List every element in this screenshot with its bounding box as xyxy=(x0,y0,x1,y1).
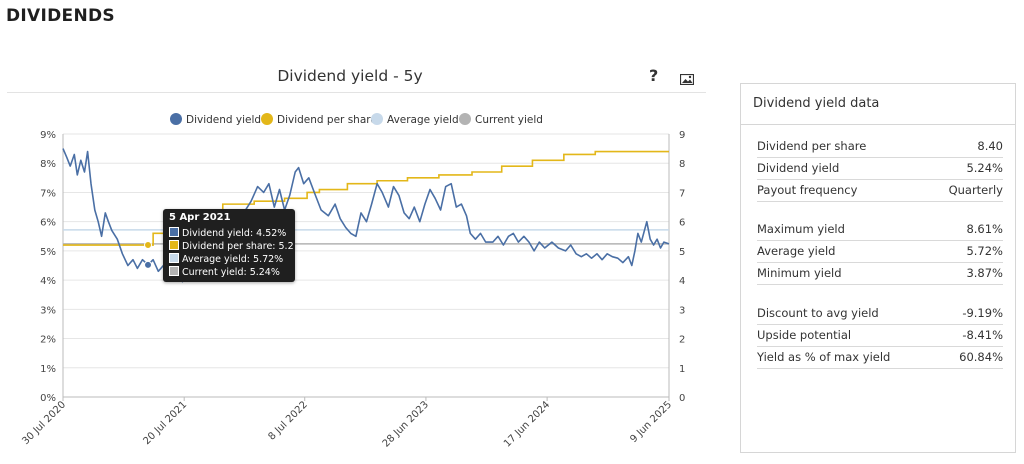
x-tick-label: 9 Jun 2025 xyxy=(628,399,674,445)
row-label: Payout frequency xyxy=(757,183,858,197)
row-label: Yield as % of max yield xyxy=(757,350,891,364)
legend-marker xyxy=(459,113,471,125)
panel-row-average-yield: Average yield 5.72% xyxy=(757,241,1003,263)
dividend-yield-chart: 0% 0 1% 1 2% 2 3% 3 4% 4 5% 5 6% 6 7% 7 8% 8 9% 9 30 Jul 202… xyxy=(20,113,685,450)
row-value: 5.24% xyxy=(966,161,1003,175)
row-value: 3.87% xyxy=(966,266,1003,280)
tooltip-swatch-average xyxy=(169,253,179,263)
legend-marker xyxy=(371,113,383,125)
y-tick-label-left: 9% xyxy=(40,130,56,141)
section-title: DIVIDENDS xyxy=(6,6,115,26)
help-icon[interactable]: ? xyxy=(649,66,659,85)
tooltip-row-yield: Dividend yield: 4.52% xyxy=(169,227,286,239)
y-tick-label-left: 1% xyxy=(40,364,56,375)
tooltip-row-dps: Dividend per share: 5.2 xyxy=(169,240,294,252)
panel-row-yield-pct-of-max: Yield as % of max yield 60.84% xyxy=(757,347,1003,369)
y-tick-label-right: 2 xyxy=(679,335,685,346)
row-value: Quarterly xyxy=(948,183,1003,197)
legend-label: Dividend yield xyxy=(186,114,261,126)
tooltip-swatch-yield xyxy=(169,227,179,237)
y-tick-label-right: 9 xyxy=(679,130,685,141)
row-value: 8.61% xyxy=(966,222,1003,236)
tooltip-text-current: Current yield: 5.24% xyxy=(182,267,280,278)
panel-row-maximum-yield: Maximum yield 8.61% xyxy=(757,219,1003,241)
hover-marker-yield xyxy=(144,260,153,269)
row-label: Dividend per share xyxy=(757,139,867,153)
y-tick-label-right: 7 xyxy=(679,188,685,199)
dividend-per-share-line xyxy=(63,150,669,246)
tooltip-text-dps: Dividend per share: 5.2 xyxy=(182,241,294,252)
tooltip-swatch-current xyxy=(169,266,179,276)
image-icon[interactable] xyxy=(679,70,695,89)
panel-row-dividend-yield: Dividend yield 5.24% xyxy=(757,158,1003,180)
tooltip-text-average: Average yield: 5.72% xyxy=(182,254,284,265)
row-label: Discount to avg yield xyxy=(757,306,879,320)
tooltip-date: 5 Apr 2021 xyxy=(169,212,231,223)
row-value: 5.72% xyxy=(966,244,1003,258)
row-label: Average yield xyxy=(757,244,836,258)
panel-row-payout-frequency: Payout frequency Quarterly xyxy=(757,180,1003,202)
legend-marker xyxy=(261,113,273,125)
row-value: -9.19% xyxy=(962,306,1003,320)
x-tick-label: 8 Jul 2022 xyxy=(267,399,310,442)
legend-label: Average yield xyxy=(387,114,459,126)
panel-row-discount-to-avg: Discount to avg yield -9.19% xyxy=(757,303,1003,325)
y-tick-label-left: 7% xyxy=(40,188,56,199)
legend-label: Dividend per share xyxy=(277,114,377,126)
tooltip-row-average: Average yield: 5.72% xyxy=(169,253,283,265)
panel-row-dividend-per-share: Dividend per share 8.40 xyxy=(757,136,1003,158)
chart-title: Dividend yield - 5y xyxy=(277,67,423,85)
hover-marker-dps xyxy=(144,241,153,250)
y-tick-label-left: 4% xyxy=(40,276,56,287)
panel-row-upside-potential: Upside potential -8.41% xyxy=(757,325,1003,347)
y-tick-label-right: 4 xyxy=(679,276,685,287)
panel-row-minimum-yield: Minimum yield 3.87% xyxy=(757,263,1003,285)
y-tick-label-left: 8% xyxy=(40,159,56,170)
panel-title: Dividend yield data xyxy=(753,96,880,111)
panel-divider xyxy=(741,124,1015,125)
y-tick-label-right: 0 xyxy=(679,393,685,404)
chart-divider xyxy=(7,92,706,93)
y-tick-label-right: 3 xyxy=(679,305,685,316)
y-tick-label-right: 1 xyxy=(679,364,685,375)
y-tick-label-right: 8 xyxy=(679,159,685,170)
legend-marker xyxy=(170,113,182,125)
row-value: 60.84% xyxy=(959,350,1003,364)
tooltip-swatch-dps xyxy=(169,240,179,250)
tooltip-text-yield: Dividend yield: 4.52% xyxy=(182,228,287,239)
row-label: Minimum yield xyxy=(757,266,842,280)
legend-label: Current yield xyxy=(475,114,543,126)
row-label: Upside potential xyxy=(757,328,852,342)
x-tick-label: 17 Jun 2024 xyxy=(502,399,552,449)
y-tick-label-left: 6% xyxy=(40,218,56,229)
row-label: Dividend yield xyxy=(757,161,840,175)
yield-data-panel: Dividend yield data Dividend per share 8.… xyxy=(740,83,1016,453)
y-tick-label-right: 6 xyxy=(679,218,685,229)
y-tick-label-left: 5% xyxy=(40,247,56,258)
y-tick-label-left: 3% xyxy=(40,305,56,316)
dividend-yield-line xyxy=(62,148,670,283)
x-tick-label: 28 Jun 2023 xyxy=(381,399,431,449)
y-tick-label-left: 2% xyxy=(40,335,56,346)
row-label: Maximum yield xyxy=(757,222,845,236)
x-tick-label: 30 Jul 2020 xyxy=(20,399,68,447)
tooltip-row-current: Current yield: 5.24% xyxy=(169,266,280,278)
x-tick-label: 20 Jul 2021 xyxy=(142,399,190,447)
row-value: 8.40 xyxy=(977,139,1003,153)
row-value: -8.41% xyxy=(962,328,1003,342)
chart-tooltip: 5 Apr 2021 Dividend yield: 4.52% Dividen… xyxy=(163,209,295,282)
y-tick-label-right: 5 xyxy=(679,247,685,258)
y-tick-label-left: 0% xyxy=(40,393,56,404)
